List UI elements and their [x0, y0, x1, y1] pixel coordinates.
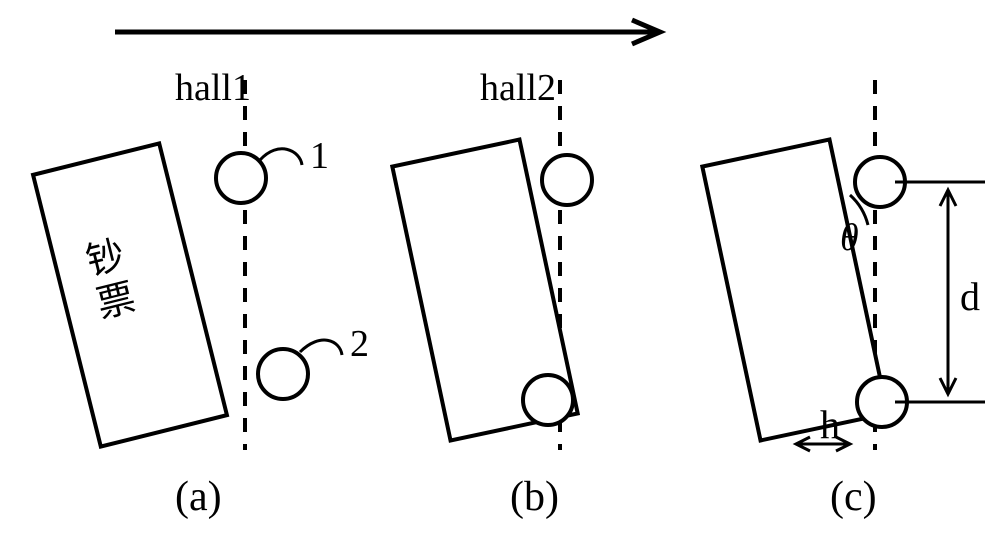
- sensor-1-icon: [542, 155, 592, 205]
- direction-arrow: [115, 20, 660, 44]
- callout-1-line: [260, 149, 302, 165]
- hall2-label: hall2: [480, 67, 556, 109]
- sensor-1-icon: [216, 153, 266, 203]
- panel-b: hall2: [392, 67, 592, 450]
- hall1-label: hall1: [175, 67, 251, 109]
- diagram-canvas: 钞 票 1 2 hall1 hall2 θ d h: [0, 0, 1000, 537]
- d-label: d: [960, 274, 980, 319]
- caption-a: (a): [175, 474, 222, 520]
- callout-2-line: [300, 340, 342, 355]
- panel-c: θ d h: [702, 80, 985, 451]
- theta-label: θ: [840, 217, 859, 259]
- callout-1-label: 1: [310, 135, 329, 177]
- callout-2-label: 2: [350, 323, 369, 365]
- h-label: h: [820, 402, 840, 447]
- sensor-2-icon: [523, 375, 573, 425]
- sensor-2-icon: [258, 349, 308, 399]
- caption-c: (c): [830, 474, 877, 520]
- panel-a: 钞 票 1 2 hall1: [33, 67, 369, 450]
- caption-b: (b): [510, 474, 559, 520]
